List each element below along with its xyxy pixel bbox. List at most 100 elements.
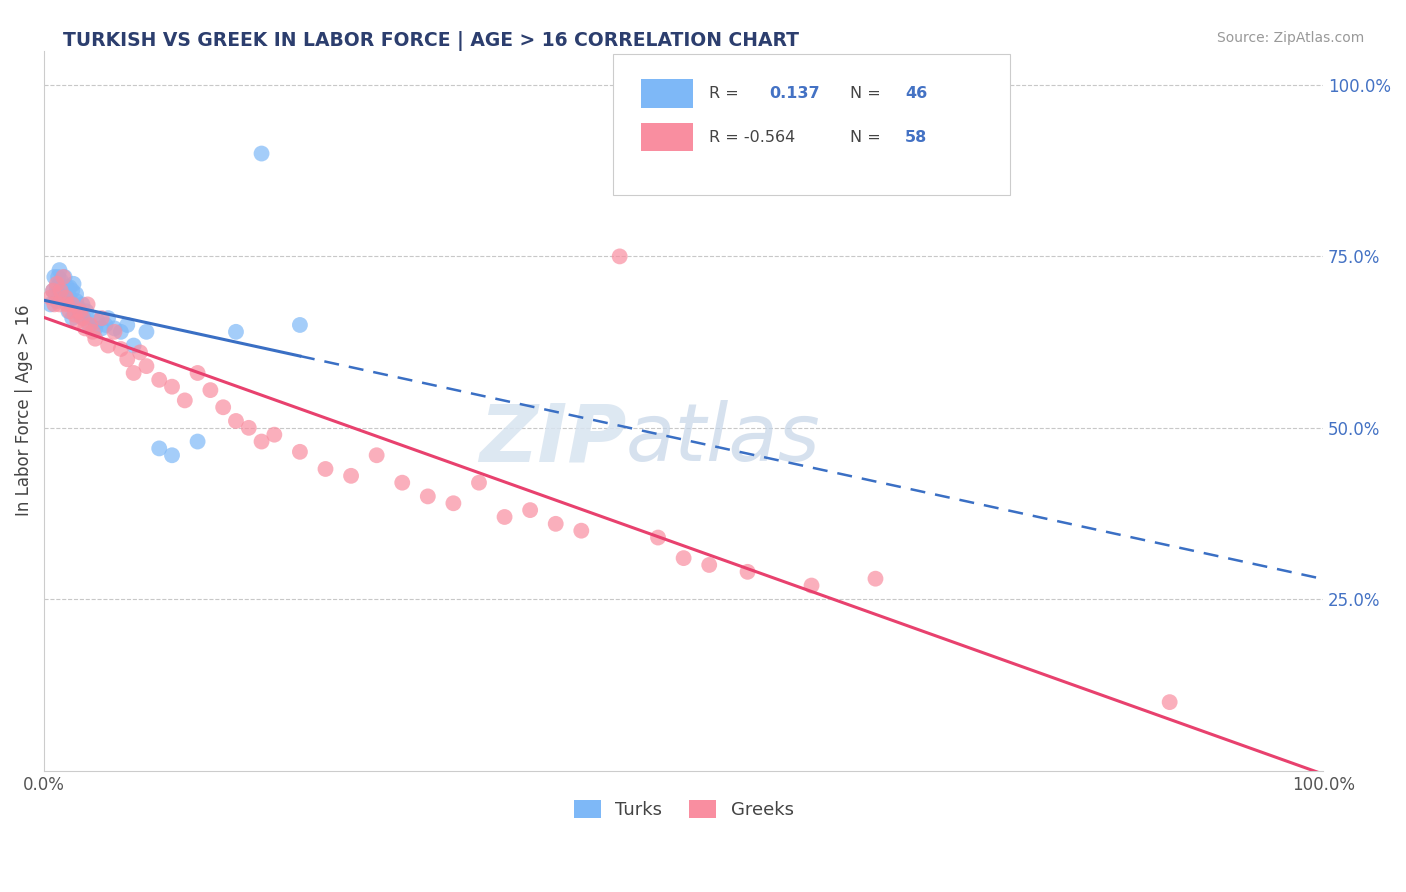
Point	[45, 293, 67, 308]
Point	[79, 318, 101, 332]
Point	[48, 263, 70, 277]
Point	[865, 572, 887, 586]
Text: atlas: atlas	[626, 401, 821, 478]
Point	[45, 277, 67, 291]
Point	[103, 325, 125, 339]
Point	[697, 558, 720, 572]
Point	[135, 359, 157, 373]
Point	[122, 366, 145, 380]
Point	[73, 321, 96, 335]
Point	[48, 297, 70, 311]
Text: 58: 58	[905, 129, 927, 145]
Text: R =: R =	[709, 87, 740, 102]
Point	[225, 414, 247, 428]
Point	[97, 338, 120, 352]
Point	[42, 284, 65, 298]
Point	[672, 551, 695, 566]
Point	[77, 318, 100, 332]
Point	[51, 284, 73, 298]
Point	[45, 287, 67, 301]
Point	[544, 516, 567, 531]
Point	[200, 383, 222, 397]
FancyBboxPatch shape	[641, 123, 693, 152]
Point	[468, 475, 491, 490]
Text: Source: ZipAtlas.com: Source: ZipAtlas.com	[1216, 31, 1364, 45]
Point	[117, 318, 139, 332]
Point	[288, 318, 311, 332]
Point	[46, 270, 69, 285]
Point	[58, 304, 80, 318]
Point	[72, 297, 94, 311]
Point	[212, 401, 235, 415]
Point	[90, 311, 112, 326]
Point	[60, 297, 83, 311]
Text: ZIP: ZIP	[478, 401, 626, 478]
Point	[55, 291, 77, 305]
Point	[69, 304, 91, 318]
Point	[129, 345, 152, 359]
Point	[110, 325, 132, 339]
Point	[187, 434, 209, 449]
Point	[52, 270, 75, 285]
Point	[87, 314, 110, 328]
Point	[73, 311, 96, 326]
Point	[288, 445, 311, 459]
Text: N =: N =	[849, 87, 880, 102]
Text: 0.137: 0.137	[769, 87, 820, 102]
Point	[250, 146, 273, 161]
Point	[519, 503, 541, 517]
Point	[122, 338, 145, 352]
Point	[110, 342, 132, 356]
Point	[44, 270, 66, 285]
Point	[103, 321, 125, 335]
Point	[59, 304, 82, 318]
Point	[39, 297, 62, 311]
Text: R = -0.564: R = -0.564	[709, 129, 796, 145]
Point	[59, 280, 82, 294]
Point	[67, 301, 90, 315]
Point	[53, 270, 76, 285]
Point	[160, 380, 183, 394]
Point	[263, 427, 285, 442]
Point	[76, 297, 98, 311]
Point	[62, 277, 84, 291]
Point	[117, 352, 139, 367]
Point	[250, 434, 273, 449]
Point	[225, 325, 247, 339]
Point	[84, 332, 107, 346]
Point	[69, 308, 91, 322]
Point	[416, 490, 439, 504]
Point	[94, 318, 117, 332]
Point	[45, 280, 67, 294]
Point	[160, 448, 183, 462]
Y-axis label: In Labor Force | Age > 16: In Labor Force | Age > 16	[15, 305, 32, 516]
Point	[97, 311, 120, 326]
Point	[84, 321, 107, 335]
FancyBboxPatch shape	[641, 79, 693, 108]
Point	[647, 531, 669, 545]
Point	[60, 284, 83, 298]
Point	[173, 393, 195, 408]
Point	[441, 496, 464, 510]
Point	[90, 321, 112, 335]
Point	[366, 448, 388, 462]
Point	[63, 308, 86, 322]
Point	[82, 325, 104, 339]
Point	[391, 475, 413, 490]
Point	[315, 462, 337, 476]
Legend: Turks, Greeks: Turks, Greeks	[567, 793, 801, 827]
Point	[59, 297, 82, 311]
Point	[65, 287, 87, 301]
Text: 46: 46	[905, 87, 927, 102]
Point	[39, 291, 62, 305]
Point	[737, 565, 759, 579]
Point	[65, 293, 87, 308]
Point	[569, 524, 592, 538]
Point	[135, 325, 157, 339]
Point	[340, 468, 363, 483]
Point	[42, 284, 65, 298]
Point	[148, 442, 170, 456]
Point	[49, 273, 72, 287]
Point	[56, 280, 79, 294]
Point	[1159, 695, 1181, 709]
